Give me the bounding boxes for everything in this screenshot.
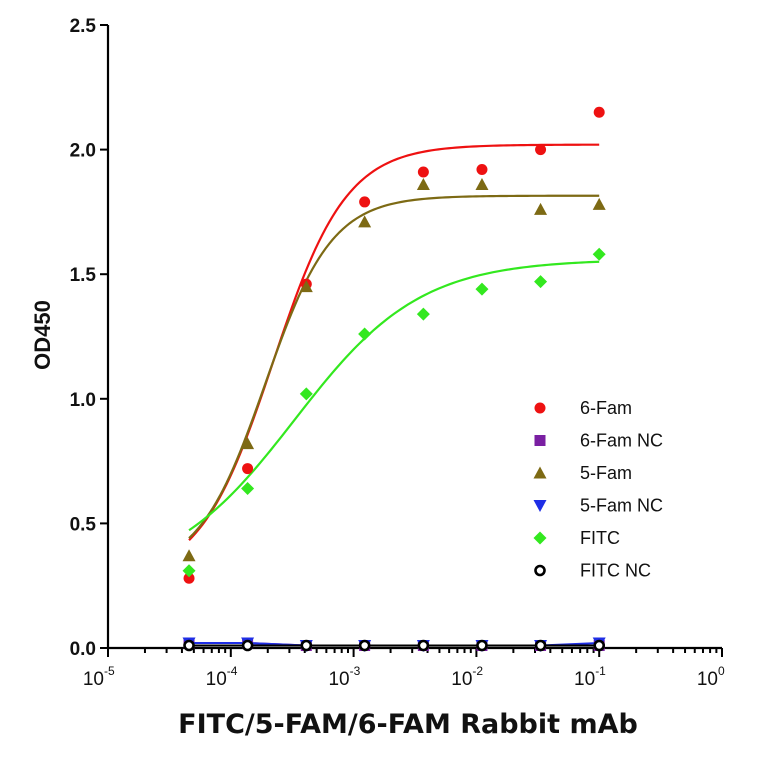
y-tick-label: 0.0	[70, 639, 96, 660]
legend-label-fitc: FITC	[580, 528, 620, 548]
y-tick-label: 1.0	[70, 390, 96, 411]
fitc-point	[182, 564, 196, 578]
y-axis-title: OD450	[30, 300, 55, 370]
fitc-point	[534, 275, 548, 289]
6-fam-point	[476, 164, 488, 176]
5-fam-point	[358, 215, 372, 228]
legend-marker-fitc	[533, 531, 547, 545]
5-fam-point	[416, 177, 430, 190]
fitc-nc-point	[534, 639, 547, 652]
x-tick-label: 10	[574, 669, 595, 690]
6-fam-point	[183, 572, 195, 584]
6-fam-point	[593, 106, 605, 118]
legend-marker-6-fam	[534, 402, 546, 414]
fitc-nc-point	[241, 639, 254, 652]
fitc-point	[299, 387, 313, 401]
y-tick-label: 2.0	[70, 141, 96, 162]
5-fam-point	[534, 202, 548, 215]
6-fam-point	[417, 166, 429, 178]
x-tick-label: 10	[697, 669, 718, 690]
fitc-fit-curve	[188, 260, 600, 532]
6-fam-point	[359, 196, 371, 208]
fitc-point	[592, 247, 606, 261]
legend-marker-5-fam	[533, 466, 547, 479]
legend: 6-Fam 6-Fam NC 5-Fam 5-Fam NC FITC FITC NC	[533, 398, 663, 581]
fitc-point	[241, 482, 255, 496]
y-tick-label: 2.5	[70, 16, 97, 37]
fitc-point	[475, 282, 489, 296]
x-tick-label: 10	[328, 669, 349, 690]
y-tick-label: 1.5	[70, 265, 97, 286]
5-fam-point	[182, 549, 196, 562]
5-fam-point	[241, 437, 255, 450]
fit-curves-layer	[188, 143, 600, 541]
x-tick-exponent: -2	[472, 664, 483, 678]
legend-label-fitc-nc: FITC NC	[580, 561, 651, 581]
legend-label-5-fam-nc: 5-Fam NC	[580, 496, 663, 516]
x-tick-exponent: -1	[595, 664, 606, 678]
fitc-nc-point	[358, 639, 371, 652]
x-tick-exponent: 0	[718, 664, 725, 678]
axes-layer: 0.00.51.01.52.02.510 -5 10 -4 10 -3 10 -2 10 -1 10…	[70, 16, 725, 690]
legend-label-5-fam: 5-Fam	[580, 463, 632, 483]
fitc-point	[358, 327, 372, 341]
legend-marker-fitc-nc	[534, 564, 546, 577]
legend-marker-6-fam-nc	[534, 435, 546, 446]
x-tick-exponent: -5	[104, 664, 115, 678]
legend-label-6-fam: 6-Fam	[580, 398, 632, 418]
fitc-nc-point	[300, 639, 313, 652]
x-tick-exponent: -4	[227, 664, 238, 678]
fitc-nc-point	[183, 639, 195, 652]
fitc-point	[416, 307, 430, 321]
5-fam-point	[592, 197, 606, 210]
fitc-nc-point	[593, 639, 606, 652]
x-tick-label: 10	[206, 669, 227, 690]
6-fam-point	[242, 463, 254, 475]
5-fam-point	[299, 280, 313, 293]
legend-marker-5-fam-nc	[533, 500, 547, 512]
5-fam-point	[475, 177, 489, 190]
5-fam-fit-curve	[188, 194, 600, 539]
fitc-nc-point	[476, 639, 488, 652]
x-tick-label: 10	[451, 669, 472, 690]
data-points-layer	[182, 106, 606, 653]
y-tick-label: 0.5	[70, 514, 97, 535]
fitc-nc-point	[417, 639, 430, 652]
x-tick-exponent: -3	[350, 664, 361, 678]
legend-label-6-fam-nc: 6-Fam NC	[580, 431, 663, 451]
x-tick-label: 10	[83, 669, 104, 690]
x-axis-title: FITC/5-FAM/6-FAM Rabbit mAb	[178, 709, 638, 740]
6-fam-point	[535, 144, 547, 156]
